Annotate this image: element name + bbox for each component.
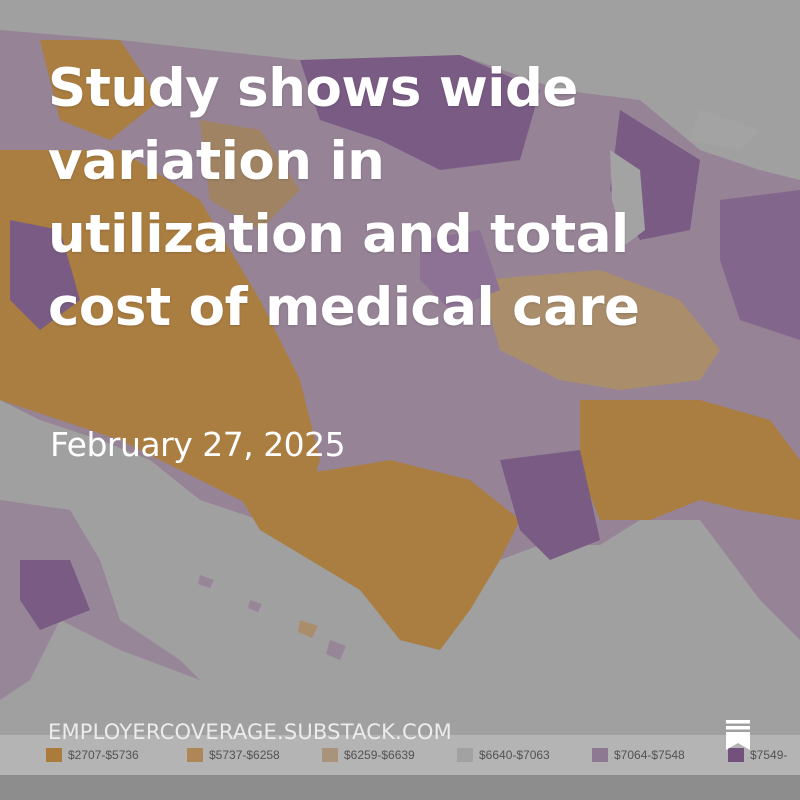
legend-swatch: [46, 748, 62, 762]
legend-swatch: [322, 748, 338, 762]
legend-item: $7549-: [728, 745, 787, 765]
legend-label: $6259-$6639: [344, 748, 415, 762]
legend-item: $7064-$7548: [592, 745, 685, 765]
site-url[interactable]: EMPLOYERCOVERAGE.SUBSTACK.COM: [48, 720, 452, 744]
legend-swatch: [187, 748, 203, 762]
legend-swatch: [728, 748, 744, 762]
legend-label: $5737-$6258: [209, 748, 280, 762]
legend-item: $2707-$5736: [46, 745, 139, 765]
legend-label: $7064-$7548: [614, 748, 685, 762]
legend-item: $5737-$6258: [187, 745, 280, 765]
legend-label: $6640-$7063: [479, 748, 550, 762]
legend-swatch: [592, 748, 608, 762]
legend-label: $7549-: [750, 748, 788, 762]
legend-item: $6640-$7063: [457, 745, 550, 765]
legend-label: $2707-$5736: [68, 748, 139, 762]
map-legend: $2707-$5736 $5737-$6258 $6259-$6639 $664…: [0, 737, 800, 773]
post-date: February 27, 2025: [50, 425, 346, 464]
legend-swatch: [457, 748, 473, 762]
post-title[interactable]: Study shows wide variation in utilizatio…: [48, 58, 640, 338]
substack-bookmark-icon: [726, 720, 750, 750]
legend-item: $6259-$6639: [322, 745, 415, 765]
